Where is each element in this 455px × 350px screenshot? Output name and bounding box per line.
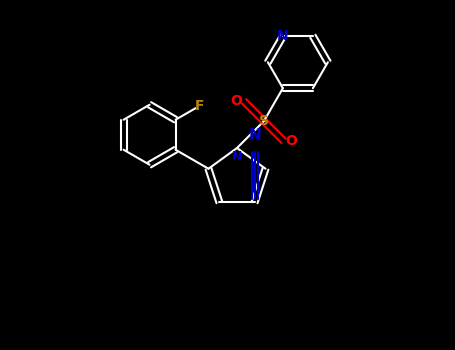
Text: S: S — [259, 114, 269, 128]
Text: N: N — [248, 128, 261, 143]
Text: O: O — [230, 94, 242, 108]
Text: N: N — [277, 29, 288, 43]
Text: N: N — [232, 149, 242, 162]
Text: O: O — [286, 134, 298, 148]
Text: F: F — [195, 99, 205, 113]
